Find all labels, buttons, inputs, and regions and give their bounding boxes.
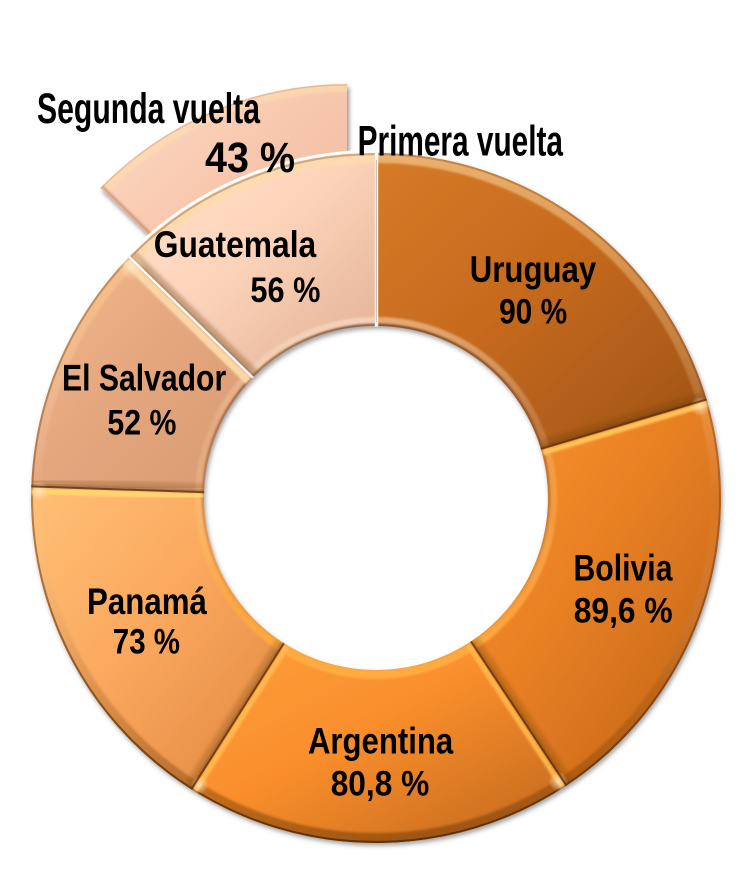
svg-text:Segunda vuelta: Segunda vuelta <box>37 86 260 133</box>
svg-text:89,6 %: 89,6 % <box>574 591 673 630</box>
svg-text:Argentina: Argentina <box>308 720 454 761</box>
svg-text:Guatemala: Guatemala <box>154 224 317 265</box>
svg-text:Bolivia: Bolivia <box>574 547 673 588</box>
svg-text:56 %: 56 % <box>250 271 320 310</box>
svg-text:Uruguay: Uruguay <box>470 249 597 290</box>
svg-text:73 %: 73 % <box>113 623 180 662</box>
svg-text:Primera vuelta: Primera vuelta <box>358 119 564 166</box>
svg-text:52 %: 52 % <box>107 403 176 442</box>
svg-text:Panamá: Panamá <box>87 581 207 622</box>
svg-text:43 %: 43 % <box>205 135 295 182</box>
svg-text:80,8 %: 80,8 % <box>331 765 430 804</box>
svg-text:90 %: 90 % <box>499 293 567 332</box>
svg-text:El Salvador: El Salvador <box>62 357 226 398</box>
